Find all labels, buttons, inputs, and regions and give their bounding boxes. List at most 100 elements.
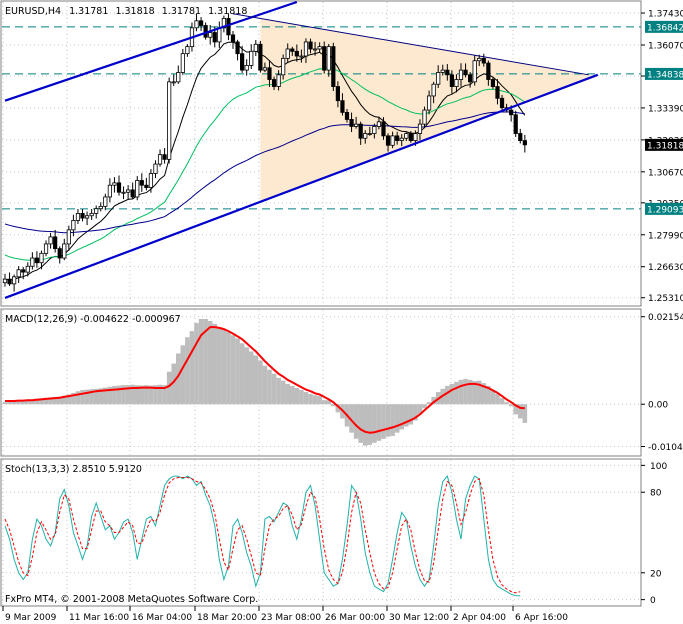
svg-text:1.29093: 1.29093 xyxy=(647,205,683,215)
macd-bar xyxy=(89,389,94,405)
stoch-title: Stoch(13,3,3) 2.8510 5.9120 xyxy=(5,464,142,475)
macd-bar xyxy=(335,404,341,413)
macd-bar xyxy=(71,392,76,405)
candle xyxy=(440,64,445,76)
macd-bar xyxy=(207,320,213,405)
candle xyxy=(135,176,140,201)
candle xyxy=(62,238,67,261)
candle xyxy=(30,252,35,270)
chart-title: EURUSD,H4 1.31781 1.31818 1.31781 1.3181… xyxy=(5,6,247,17)
macd-bar xyxy=(175,353,181,405)
macd-bar xyxy=(308,394,313,405)
candle xyxy=(436,65,441,89)
candle xyxy=(308,38,313,54)
macd-bar xyxy=(194,322,199,405)
macd-tick-label: 0.021545 xyxy=(648,313,683,323)
candle xyxy=(449,70,454,94)
macd-bar xyxy=(385,404,391,437)
svg-text:1.34838: 1.34838 xyxy=(647,70,683,80)
macd-bar xyxy=(289,385,295,405)
macd-bar xyxy=(481,383,487,405)
candle xyxy=(171,74,176,86)
macd-bar xyxy=(504,402,509,405)
candle xyxy=(477,54,482,67)
macd-bar xyxy=(7,401,12,405)
macd-bar xyxy=(98,388,104,405)
macd-bar xyxy=(280,380,286,405)
price-tick-label: 1.33390 xyxy=(648,104,683,114)
macd-bar xyxy=(185,337,190,405)
candle xyxy=(176,65,181,84)
svg-text:1.36842: 1.36842 xyxy=(647,23,683,33)
price-badge: 1.34838 xyxy=(645,67,683,80)
macd-bar xyxy=(422,404,427,409)
candle xyxy=(230,31,236,49)
time-tick-label: 6 Apr 16:00 xyxy=(515,613,568,623)
candle xyxy=(112,177,117,193)
candle xyxy=(167,77,172,164)
trendline[interactable] xyxy=(4,0,298,102)
macd-bar xyxy=(25,399,31,405)
macd-bar xyxy=(367,404,373,445)
macd-bar xyxy=(403,404,409,427)
candle xyxy=(148,169,154,193)
macd-bar xyxy=(267,369,272,405)
candle xyxy=(139,173,144,192)
candle xyxy=(121,186,126,200)
macd-bar xyxy=(285,383,291,405)
price-tick-label: 1.26630 xyxy=(648,263,683,273)
candle xyxy=(367,126,372,136)
macd-bar xyxy=(431,396,436,405)
macd-bar xyxy=(93,388,99,405)
candle xyxy=(340,93,345,116)
candle xyxy=(335,81,340,108)
time-tick-label: 11 Mar 16:00 xyxy=(69,613,129,623)
price-badge: 1.29093 xyxy=(645,202,683,215)
price-tick-label: 1.25310 xyxy=(648,294,683,304)
macd-bar xyxy=(508,404,514,407)
trendline[interactable] xyxy=(232,13,589,76)
time-tick-label: 26 Mar 00:00 xyxy=(325,613,385,623)
macd-bar xyxy=(239,343,245,405)
macd-bar xyxy=(449,383,455,405)
candlesticks xyxy=(2,13,527,292)
stoch-grid xyxy=(2,460,641,605)
candle xyxy=(144,177,149,191)
candle xyxy=(290,46,295,56)
trendline[interactable] xyxy=(4,73,599,299)
macd-bar xyxy=(48,397,53,405)
trendlines[interactable] xyxy=(4,0,599,299)
candle xyxy=(94,205,99,219)
moving-average-line xyxy=(4,66,526,261)
candle xyxy=(53,229,58,253)
macd-bar xyxy=(244,347,249,405)
macd-bar xyxy=(376,404,382,441)
candle xyxy=(395,131,400,145)
candle xyxy=(258,40,263,73)
macd-bar xyxy=(358,404,363,443)
price-tick-label: 1.30670 xyxy=(648,168,683,178)
macd-bar xyxy=(331,404,336,407)
macd-bar xyxy=(203,318,208,405)
candle xyxy=(468,72,473,88)
macd-pane-frame xyxy=(0,308,642,457)
macd-bar xyxy=(39,398,44,405)
candle xyxy=(66,225,71,251)
macd-bar xyxy=(463,379,468,405)
macd-bar xyxy=(20,400,26,405)
candle xyxy=(25,262,30,277)
macd-bar xyxy=(517,404,523,419)
candle xyxy=(89,208,94,220)
stochastic-plot xyxy=(4,475,521,597)
candle xyxy=(7,272,12,286)
candle xyxy=(75,209,81,224)
macd-bar xyxy=(253,355,259,405)
macd-bar xyxy=(390,404,395,436)
macd-bar xyxy=(499,398,505,405)
macd-bar xyxy=(349,404,354,433)
price-badges: 1.36842 1.34838 1.31818 1.29093 xyxy=(645,20,683,215)
macd-bar xyxy=(413,404,418,421)
stoch-tick-label: 100 xyxy=(650,462,667,472)
macd-bar xyxy=(458,379,464,405)
